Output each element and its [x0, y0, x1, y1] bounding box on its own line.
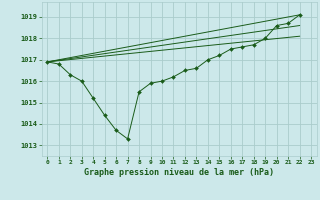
X-axis label: Graphe pression niveau de la mer (hPa): Graphe pression niveau de la mer (hPa): [84, 168, 274, 177]
